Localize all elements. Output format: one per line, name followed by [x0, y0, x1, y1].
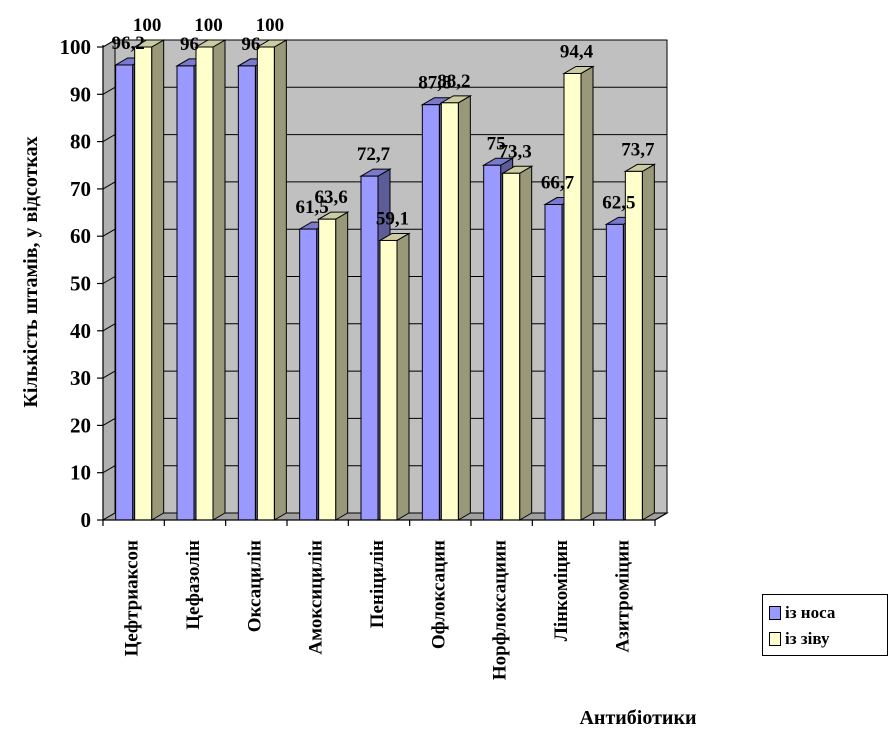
data-label-throat-8: 73,7	[621, 139, 655, 160]
bar-side	[335, 211, 349, 521]
data-label-throat-1: 100	[194, 15, 223, 36]
bar-nose-2	[237, 65, 256, 521]
bar-throat-1	[195, 46, 214, 521]
bar-nose-7	[544, 204, 563, 521]
legend-item-nose: із носа	[769, 603, 835, 623]
legend-swatch-throat	[769, 632, 781, 646]
bar-throat-3	[318, 218, 337, 521]
x-axis-label: Антибіотики	[579, 707, 696, 729]
legend-label-throat: із зіву	[785, 629, 830, 648]
gridline-side	[102, 134, 116, 143]
bar-throat-5	[440, 102, 459, 521]
bars	[113, 39, 657, 521]
bar-throat-2	[256, 46, 275, 521]
x-tick-label-6: Норфлоксациин	[490, 540, 511, 680]
bar-side	[519, 165, 533, 521]
gridline-side	[102, 39, 116, 48]
bar-nose-5	[421, 104, 440, 521]
x-tick-label-0: Цефтриаксон	[122, 540, 143, 657]
y-tick-label-60: 60	[70, 224, 91, 248]
y-tick-label-20: 20	[70, 413, 91, 437]
data-label-nose-3: 61,5	[296, 197, 329, 218]
bar-side	[457, 94, 471, 521]
bar-throat-0	[134, 46, 153, 521]
bar-throat-8	[624, 170, 643, 521]
x-tick-labels: Цефтриаксон Цефазолін Оксацилін Амоксицилін…	[122, 540, 634, 680]
gridline-side	[102, 370, 116, 379]
bar-nose-8	[605, 223, 624, 521]
bar-throat-6	[502, 172, 521, 521]
data-label-nose-5: 87,8	[418, 73, 451, 94]
y-tick-label-70: 70	[70, 177, 91, 201]
x-tick-label-5: Офлоксацин	[428, 540, 449, 649]
data-label-throat-4: 59,1	[376, 208, 409, 229]
data-label-nose-0: 96,2	[112, 33, 145, 54]
bar-nose-0	[115, 64, 134, 521]
data-labels: 96,2100961009610061,563,672,759,187,888,…	[112, 15, 655, 229]
y-tick-label-90: 90	[70, 82, 91, 106]
gridline-side	[102, 417, 116, 426]
bar-throat-7	[563, 72, 582, 521]
data-label-nose-2: 96	[241, 34, 260, 55]
x-tick-label-3: Амоксицилін	[306, 540, 327, 655]
bar-side	[580, 65, 594, 521]
y-tick-label-40: 40	[70, 319, 91, 343]
bar-throat-4	[379, 239, 398, 521]
bar-side	[273, 39, 287, 521]
x-axis-end	[654, 512, 668, 521]
data-label-throat-0: 100	[133, 15, 162, 36]
gridline-side	[102, 465, 116, 474]
y-tick-labels: 0 10 20 30 40 50 60 70 80 90 100	[60, 35, 92, 532]
bar-nose-6	[483, 164, 502, 521]
legend-swatch-nose	[769, 606, 781, 620]
gridline-side	[102, 228, 116, 237]
y-tick-label-50: 50	[70, 272, 91, 296]
legend-label-nose: із носа	[785, 603, 836, 622]
x-tick-label-4: Пеніцилін	[367, 540, 388, 628]
legend-item-throat: із зіву	[769, 629, 829, 649]
data-label-nose-4: 72,7	[357, 144, 391, 165]
bar-nose-3	[299, 228, 318, 521]
legend: із носа із зіву	[762, 594, 888, 656]
y-axis-label: Кількість штамів, у відсотках	[20, 136, 42, 407]
axes	[97, 45, 668, 526]
data-label-throat-2: 100	[256, 15, 285, 36]
data-label-nose-7: 66,7	[541, 173, 575, 194]
y-tick-label-0: 0	[81, 508, 92, 532]
y-tick-label-100: 100	[60, 35, 92, 59]
x-tick-label-2: Оксацилін	[244, 540, 265, 632]
data-label-throat-5: 88,2	[437, 71, 470, 92]
bar-nose-1	[176, 65, 195, 521]
gridline-side	[102, 181, 116, 190]
gridline-side	[102, 276, 116, 284]
data-label-throat-3: 63,6	[315, 187, 348, 208]
x-tick-label-8: Азитроміцин	[612, 540, 633, 653]
data-label-nose-8: 62,5	[602, 192, 635, 213]
data-label-nose-1: 96	[180, 34, 199, 55]
bar-side	[212, 39, 226, 521]
bar-side	[396, 232, 410, 521]
bar-side	[151, 39, 165, 521]
gridline-side	[102, 86, 116, 95]
data-label-throat-6: 73,3	[499, 141, 532, 162]
y-tick-label-80: 80	[70, 130, 91, 154]
x-tick-label-1: Цефазолін	[183, 540, 204, 630]
data-label-throat-7: 94,4	[560, 41, 594, 62]
y-tick-label-10: 10	[70, 461, 91, 485]
data-label-nose-6: 75	[487, 133, 506, 154]
y-tick-label-30: 30	[70, 366, 91, 390]
bar-side	[641, 163, 655, 521]
x-tick-label-7: Лінкоміцин	[551, 540, 572, 641]
gridline-side	[102, 323, 116, 332]
